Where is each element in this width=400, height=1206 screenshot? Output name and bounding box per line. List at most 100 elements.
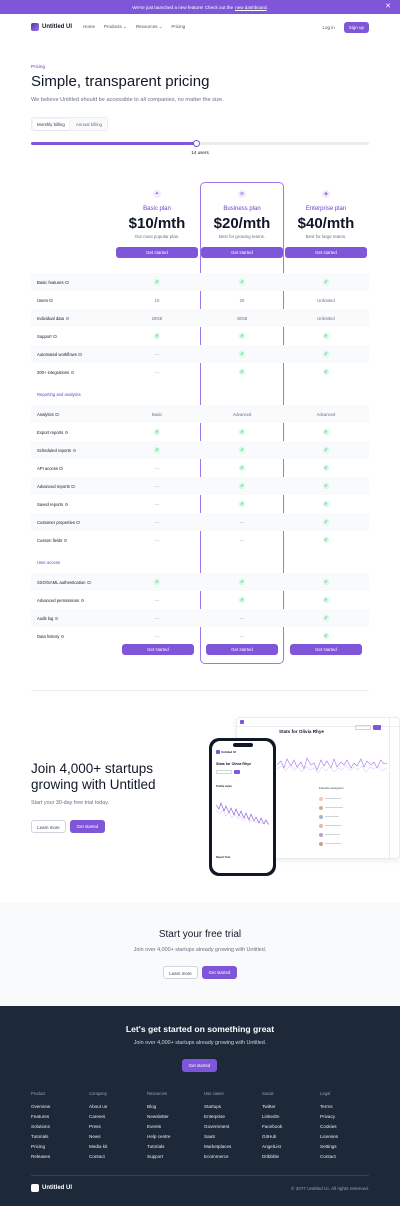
help-icon[interactable] [80, 598, 85, 603]
footer-link[interactable]: Dribbble [262, 1154, 280, 1159]
annual-billing-tab[interactable]: Annual billing [75, 121, 102, 127]
help-icon[interactable] [59, 466, 63, 471]
help-icon[interactable] [53, 334, 57, 339]
plan-bottom-get-started-button[interactable]: Get started [122, 644, 194, 655]
footer-link[interactable]: Tutorials [147, 1144, 165, 1149]
table-cell: ✓ [115, 447, 199, 453]
help-icon[interactable] [55, 412, 59, 417]
help-icon[interactable] [65, 280, 69, 285]
help-icon[interactable] [72, 448, 76, 453]
banner-link[interactable]: new dashboard [235, 4, 267, 10]
table-row: Audit log — — ✓ [31, 609, 369, 627]
join-learn-more-button[interactable]: Learn more [31, 820, 66, 833]
help-icon[interactable] [49, 298, 53, 303]
check-icon: ✓ [239, 483, 245, 489]
help-icon[interactable] [78, 352, 82, 357]
footer-link[interactable]: Help centre [147, 1134, 171, 1139]
feature-label: API access [31, 466, 116, 471]
footer-link[interactable]: Ecommerce [204, 1154, 229, 1159]
footer-link[interactable]: Careers [89, 1114, 106, 1119]
trial-get-started-button[interactable]: Get started [202, 966, 237, 979]
footer-link[interactable]: Releases [31, 1154, 51, 1159]
footer-link[interactable]: News [89, 1134, 101, 1139]
footer-link[interactable]: Settings [320, 1144, 337, 1149]
footer-link[interactable]: Startups [204, 1104, 222, 1109]
check-icon: ✓ [323, 483, 329, 489]
footer-link[interactable]: Marketplaces [204, 1144, 232, 1149]
logo[interactable]: Untitled UI [31, 23, 72, 31]
footer-link[interactable]: Enterprise [204, 1114, 225, 1119]
help-icon[interactable] [63, 538, 68, 543]
footer-link[interactable]: Features [31, 1114, 50, 1119]
footer-link[interactable]: Overview [31, 1104, 51, 1109]
plan-bottom-get-started-button[interactable]: Get started [290, 644, 362, 655]
mockup-designer-list [319, 794, 379, 848]
help-icon[interactable] [70, 370, 75, 375]
help-icon[interactable] [76, 520, 80, 525]
footer-link[interactable]: Twitter [262, 1104, 276, 1109]
nav-resources[interactable]: Resources ⌄ [136, 24, 163, 30]
signup-button[interactable]: Sign up [343, 21, 369, 33]
footer-link[interactable]: Tutorials [31, 1134, 49, 1139]
feature-label-text: Advanced permissions [37, 597, 80, 603]
help-icon[interactable] [64, 502, 69, 507]
plan-get-started-button[interactable]: Get started [201, 247, 283, 258]
users-slider-handle[interactable] [193, 140, 201, 147]
footer-link[interactable]: Privacy [320, 1114, 336, 1119]
help-icon[interactable] [64, 430, 69, 435]
users-slider[interactable] [31, 140, 369, 147]
table-cell: ✓ [284, 465, 368, 471]
join-subtitle: Start your 30-day free trial today. [31, 800, 110, 806]
help-icon[interactable] [65, 316, 70, 321]
login-link[interactable]: Log in [322, 24, 335, 30]
check-icon: ✓ [323, 369, 329, 375]
help-icon[interactable] [87, 580, 91, 585]
table-row: 200+ integrations — ✓ ✓ [31, 363, 369, 381]
footer-link[interactable]: Blog [147, 1104, 157, 1109]
help-icon[interactable] [71, 484, 75, 489]
close-icon[interactable]: ✕ [385, 3, 391, 10]
footer-link[interactable]: LinkedIn [262, 1114, 280, 1119]
footer-link[interactable]: Pricing [31, 1144, 46, 1149]
footer-link[interactable]: Support [147, 1154, 164, 1159]
nav-products[interactable]: Products ⌄ [104, 24, 127, 30]
footer-logo[interactable]: Untitled UI [31, 1184, 72, 1192]
footer-link[interactable]: Terms [320, 1104, 333, 1109]
help-icon[interactable] [60, 634, 65, 639]
monthly-billing-tab[interactable]: Monthly billing [33, 118, 69, 130]
announcement-banner: We've just launched a new feature! Check… [0, 0, 400, 14]
plan-bottom-get-started-button[interactable]: Get started [206, 644, 278, 655]
join-get-started-button[interactable]: Get started [70, 820, 105, 833]
feature-label: Automated workflows [31, 352, 116, 357]
join-title: Join 4,000+ startups growing with Untitl… [31, 761, 156, 792]
footer-link[interactable]: Solutions [31, 1124, 50, 1129]
footer-link[interactable]: Licenses [320, 1134, 339, 1139]
chevron-down-icon: ⌄ [158, 24, 163, 29]
footer-link[interactable]: About us [89, 1104, 108, 1109]
feature-label-text: API access [37, 465, 58, 471]
footer-link[interactable]: Events [147, 1124, 162, 1129]
footer-link[interactable]: Press [89, 1124, 101, 1129]
footer-link[interactable]: Cookies [320, 1124, 337, 1129]
table-row: Advanced reports — ✓ ✓ [31, 477, 369, 495]
footer-link[interactable]: Government [204, 1124, 230, 1129]
footer-get-started-button[interactable]: Get started [182, 1059, 217, 1072]
trial-title: Start your free trial [158, 929, 242, 940]
table-cell: ✓ [284, 537, 368, 543]
footer-link[interactable]: Contact [89, 1154, 105, 1159]
footer-link[interactable]: AngelList [262, 1144, 281, 1149]
check-icon: ✓ [239, 597, 245, 603]
nav-pricing[interactable]: Pricing [171, 24, 186, 29]
footer-link[interactable]: Facebook [262, 1124, 283, 1129]
footer-link[interactable]: Contact [320, 1154, 336, 1159]
footer-link[interactable]: Media kit [89, 1144, 108, 1149]
footer-link[interactable]: SaaS [204, 1134, 216, 1139]
trial-learn-more-button[interactable]: Learn more [163, 966, 198, 979]
plan-get-started-button[interactable]: Get started [285, 247, 367, 258]
help-icon[interactable] [54, 616, 59, 621]
footer-link[interactable]: GitHub [262, 1134, 277, 1139]
plan-get-started-button[interactable]: Get started [116, 247, 198, 258]
footer-link[interactable]: Newsletter [147, 1114, 169, 1119]
table-row: Automated workflows — ✓ ✓ [31, 345, 369, 363]
nav-home[interactable]: Home [83, 24, 96, 29]
